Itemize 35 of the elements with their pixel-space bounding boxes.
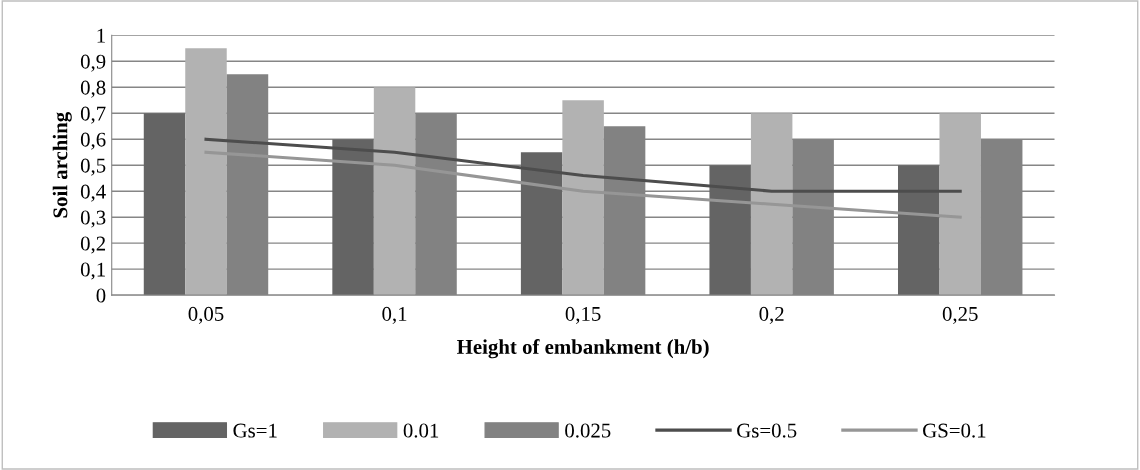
y-tick-label: 1 bbox=[97, 28, 105, 43]
legend-label: Gs=0.5 bbox=[737, 423, 797, 438]
y-tick-label: 0,9 bbox=[80, 54, 106, 72]
y-tick-label: 0,2 bbox=[80, 236, 106, 254]
bar bbox=[143, 113, 186, 296]
x-axis-title: Height of embankment (h/b) bbox=[457, 339, 709, 359]
bar bbox=[373, 87, 416, 296]
legend-label: GS=0.1 bbox=[923, 423, 986, 438]
y-tick-label: 0 bbox=[96, 288, 106, 303]
y-tick-label: 0,4 bbox=[80, 184, 106, 202]
y-tick-label: 0,3 bbox=[80, 210, 106, 228]
bar bbox=[332, 139, 374, 296]
x-tick-label: 0,2 bbox=[759, 306, 784, 324]
line-series bbox=[204, 150, 962, 219]
legend-label: 0.01 bbox=[403, 423, 439, 438]
legend-label: 0.025 bbox=[565, 423, 611, 438]
bar bbox=[520, 152, 563, 296]
y-tick-label: 0,6 bbox=[80, 132, 106, 150]
x-tick-label: 0,05 bbox=[188, 306, 224, 324]
legend-label: Gs=1 bbox=[233, 423, 277, 438]
bar bbox=[709, 165, 751, 296]
y-tick-label: 0,7 bbox=[80, 106, 106, 124]
y-tick-label: 0,1 bbox=[80, 262, 105, 280]
x-tick-label: 0,15 bbox=[565, 306, 601, 324]
bar bbox=[185, 48, 227, 296]
y-tick-label: 0,8 bbox=[80, 80, 106, 98]
bar bbox=[898, 165, 940, 296]
line-series bbox=[204, 137, 962, 193]
bar bbox=[750, 113, 793, 296]
bar bbox=[562, 100, 604, 296]
bar bbox=[939, 113, 981, 296]
y-axis-title: Soil arching bbox=[52, 112, 72, 218]
x-tick-label: 0,1 bbox=[382, 306, 407, 324]
y-tick-label: 0,5 bbox=[80, 158, 106, 176]
x-tick-label: 0,25 bbox=[942, 306, 978, 324]
